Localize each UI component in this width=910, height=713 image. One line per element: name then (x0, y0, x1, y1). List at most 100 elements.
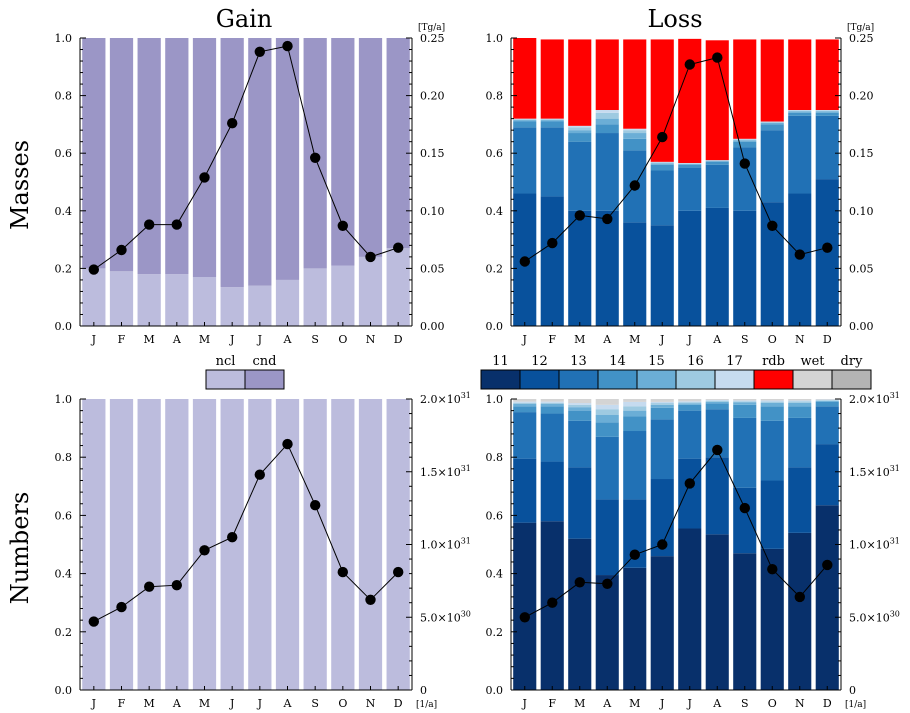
left-tick-label: 0.4 (55, 205, 73, 218)
bar-segment (760, 121, 784, 123)
bar-segment (678, 410, 702, 459)
bar-segment (568, 404, 592, 408)
bar-segment (760, 548, 784, 690)
bar-segment (568, 210, 592, 326)
bar-segment (705, 160, 729, 162)
legend-swatch-12 (519, 369, 560, 390)
month-label: J (687, 333, 692, 346)
month-label: J (91, 697, 96, 710)
bar-segment (760, 402, 784, 407)
row-title-masses: Masses (6, 140, 34, 230)
legend-label-16: 16 (687, 354, 704, 369)
right-tick-label: 0.05 (420, 262, 445, 275)
line-point (794, 591, 805, 603)
tick-mantissa: 0 (420, 684, 427, 697)
line-point (310, 152, 321, 163)
bar-segment (760, 122, 784, 125)
month-label: M (629, 333, 640, 346)
bar-segment (109, 399, 134, 690)
bar-segment (595, 499, 619, 576)
right-tick-label: 1.5×1031 (849, 464, 900, 479)
bar-segment (568, 538, 592, 690)
month-label: D (823, 333, 832, 346)
bar-segment (788, 399, 812, 401)
legends: ncl cnd 11 12 13 14 15 16 17 rdb wet dry (205, 354, 872, 390)
month-label: O (768, 697, 777, 710)
bar-segment (595, 39, 619, 110)
bar-segment (568, 130, 592, 134)
line-point (822, 559, 833, 571)
legend-label-cnd: cnd (253, 354, 277, 369)
bar-segment (595, 399, 619, 405)
series-line (93, 45, 399, 271)
column-title-loss: Loss (647, 5, 702, 33)
bar-segment (623, 416, 647, 432)
bar-segment (623, 130, 647, 134)
bar-segment (760, 202, 784, 326)
right-tick-label: 0.20 (849, 90, 874, 103)
legend-swatch-rdb (753, 369, 794, 390)
bar-segment (650, 163, 674, 165)
bar-segment (540, 401, 564, 403)
line-point (116, 601, 127, 613)
bar-segment (678, 38, 702, 163)
bar-segment (513, 458, 537, 523)
bar-segment (275, 38, 300, 280)
bar-segment (540, 406, 564, 414)
bar-segment (568, 403, 592, 405)
bar-segment (513, 38, 537, 119)
left-tick-label: 0.2 (486, 626, 504, 639)
month-label: D (394, 333, 403, 346)
tick-exponent: 31 (890, 537, 900, 546)
tick-mantissa: 0 (849, 684, 856, 697)
bar-segment (595, 110, 619, 113)
bar-segment (815, 112, 839, 116)
line-point (739, 502, 750, 514)
bar-segment (82, 399, 106, 690)
month-label: F (548, 697, 556, 710)
line-point (794, 249, 805, 260)
bar-segment (788, 467, 812, 533)
bar-segment (788, 110, 812, 112)
bar-segment (678, 163, 702, 164)
legend-swatch-15 (636, 369, 677, 390)
bar-segment (705, 457, 729, 535)
month-label: S (311, 697, 319, 710)
bar-segment (303, 399, 327, 690)
legend-swatch-13 (558, 369, 599, 390)
bar-segment (650, 39, 674, 162)
tick-mantissa: 1.0×10 (849, 539, 890, 552)
left-tick-label: 0.8 (55, 90, 73, 103)
month-label: A (712, 333, 722, 346)
legend-label-11: 11 (492, 354, 509, 369)
bar-segment (733, 404, 757, 418)
left-tick-label: 0.6 (55, 509, 73, 522)
left-tick-label: 0.2 (55, 626, 73, 639)
bar-segment (540, 39, 564, 119)
month-label: S (741, 697, 749, 710)
bar-segment (788, 402, 812, 407)
line-point (629, 180, 640, 191)
bar-segment (82, 38, 106, 269)
right-tick-label: 5.0×1030 (420, 609, 471, 624)
bar-segment (513, 127, 537, 194)
tick-exponent: 31 (461, 537, 471, 546)
line-point (739, 158, 750, 169)
bar-segment (650, 403, 674, 405)
left-tick-label: 0.2 (55, 262, 73, 275)
right-tick-label: 0.10 (420, 205, 445, 218)
tick-mantissa: 2.0×10 (420, 393, 461, 406)
bar-segment (623, 499, 647, 568)
left-tick-label: 0.4 (486, 568, 504, 581)
right-tick-label: 0.20 (420, 90, 445, 103)
month-label: D (394, 697, 403, 710)
right-tick-label: 0 (849, 684, 856, 697)
bar-segment (678, 164, 702, 168)
legend-label-wet: wet (800, 354, 825, 369)
line-point (337, 566, 348, 578)
bar-segment (540, 121, 564, 128)
legend-label-ncl: ncl (216, 354, 236, 369)
line-point (602, 213, 613, 225)
bar-segment (109, 271, 134, 326)
line-point (88, 264, 100, 275)
